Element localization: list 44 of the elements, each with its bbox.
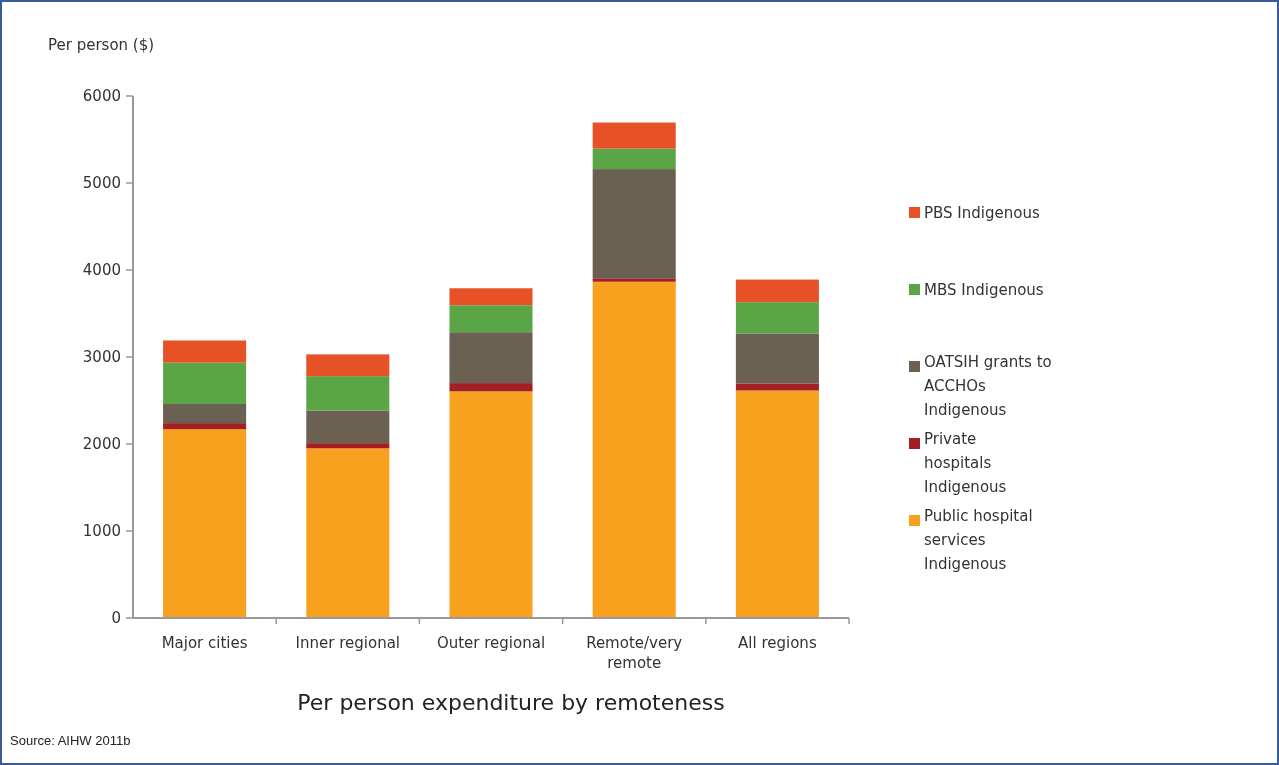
y-tick-label: 0 — [111, 609, 121, 628]
bar — [449, 391, 533, 618]
bar — [592, 278, 676, 282]
bar — [449, 288, 533, 306]
legend-label: PBS Indigenous — [924, 204, 1040, 223]
bar — [592, 122, 676, 149]
legend-label: OATSIH grants to ACCHOs Indigenous — [924, 353, 1052, 419]
bar — [163, 403, 247, 424]
bar — [592, 281, 676, 618]
legend-label: MBS Indigenous — [924, 281, 1044, 300]
y-tick-label: 4000 — [82, 261, 121, 280]
bar — [306, 410, 390, 444]
y-tick-label: 6000 — [82, 87, 121, 106]
x-tick-label: Remote/very remote — [586, 634, 683, 672]
bar — [592, 169, 676, 279]
bar — [163, 340, 247, 363]
source-note: Source: AIHW 2011b — [10, 733, 131, 748]
bar — [306, 448, 390, 618]
bar — [163, 423, 247, 430]
bar — [306, 376, 390, 411]
bar — [735, 333, 819, 384]
y-tick-label: 3000 — [82, 348, 121, 367]
legend-label: Private hospitals Indigenous — [924, 430, 1007, 496]
x-tick-label: All regions — [738, 634, 817, 652]
x-tick-label: Inner regional — [295, 634, 400, 652]
x-tick-label: Outer regional — [436, 634, 546, 652]
bar — [449, 332, 533, 384]
bar — [735, 279, 819, 303]
bar — [306, 443, 390, 449]
bar — [163, 362, 247, 404]
bar — [735, 302, 819, 334]
bar — [163, 429, 247, 618]
x-tick-label: Major cities — [161, 634, 248, 652]
bar — [449, 305, 533, 333]
bar — [735, 390, 819, 618]
y-tick-label: 5000 — [82, 174, 121, 193]
bar — [306, 354, 390, 377]
text: Per person expenditure by remoteness — [297, 690, 725, 715]
legend-label: Public hospital services Indigenous — [924, 507, 1033, 573]
y-tick-label: 1000 — [82, 522, 121, 541]
y-tick-label: 2000 — [82, 435, 121, 454]
y-axis-title: Per person ($) — [48, 36, 155, 54]
bar — [449, 383, 533, 392]
bar — [592, 148, 676, 170]
